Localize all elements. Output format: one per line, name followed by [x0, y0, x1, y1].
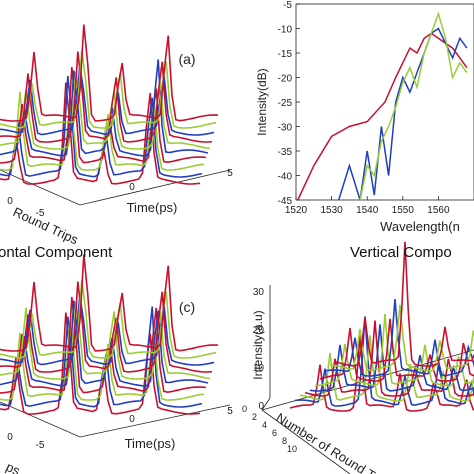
x-tick-label: 1520: [285, 205, 308, 216]
axis-frame: [0, 169, 231, 206]
series-line: [0, 295, 215, 366]
series-line: [0, 306, 203, 408]
y-tick-label: -40: [278, 172, 293, 183]
series-line: [0, 254, 219, 352]
depth-axis-label: Number of Round Trips: [273, 410, 395, 474]
y-tick-label: -10: [278, 25, 293, 36]
z-tick-label: 20: [253, 325, 265, 336]
y-axis-label: ps: [4, 459, 23, 474]
panel-label: (a): [178, 51, 195, 67]
y-tick-label: -35: [278, 147, 293, 158]
y-tick-label: 0: [7, 196, 13, 207]
y-tick-label: -15: [278, 49, 293, 60]
series-line: [297, 32, 468, 201]
series-line: [0, 49, 217, 129]
x-tick-label: -5: [36, 440, 45, 451]
x-tick-label: 5: [227, 406, 233, 417]
series-line: [0, 59, 209, 157]
depth-tick-label: 2: [252, 412, 257, 422]
series-line: [329, 304, 474, 372]
series-line: [319, 318, 474, 382]
x-tick-label: 5: [227, 168, 233, 179]
caption-vertical: Vertical Compo: [350, 244, 452, 261]
x-axis-label: Time(ps): [127, 200, 178, 215]
x-tick-label: 1550: [392, 205, 415, 216]
x-axis-label: Wavelength(n: [380, 219, 460, 234]
y-tick-label: -30: [278, 123, 293, 134]
series-line: [0, 279, 217, 359]
depth-tick-label: 0: [242, 404, 247, 414]
caption-horizontal: ontal Component: [0, 244, 113, 261]
x-axis-label: Time(ps): [125, 436, 176, 451]
x-tick-label: -5: [36, 208, 45, 219]
y-axis-label: Intensity(a.u): [251, 310, 265, 379]
x-tick-label: 1560: [427, 205, 450, 216]
panel-c-waterfall: (c) Time(ps) ps -5 0 5 0: [0, 254, 233, 474]
y-tick-label: 0: [7, 432, 13, 443]
panel-label: (c): [179, 299, 195, 315]
y-tick-label: -20: [278, 74, 293, 85]
series-line: [0, 91, 205, 171]
series-line: [299, 335, 474, 402]
x-tick-label: 1540: [356, 205, 379, 216]
series-line: [0, 65, 215, 136]
series-line: [289, 335, 474, 412]
x-tick-label: 0: [129, 182, 135, 193]
series-line: [324, 298, 474, 377]
depth-tick-label: 6: [272, 428, 277, 438]
depth-tick-label: 4: [262, 420, 267, 430]
series-line: [0, 51, 213, 143]
series-line: [359, 11, 468, 201]
series-line: [0, 296, 207, 394]
axis-frame: [0, 401, 231, 438]
depth-tick-label: 8: [282, 436, 287, 446]
series-line: [0, 322, 205, 401]
z-tick-label: 10: [253, 363, 265, 374]
series-line: [0, 281, 213, 373]
series-line: [0, 300, 209, 387]
series-line: [0, 66, 207, 164]
x-tick-label: 1530: [320, 205, 343, 216]
panel-a-waterfall: (a) Time(ps) Round Trips-5 0 5 0: [0, 24, 233, 248]
series-line: [309, 324, 474, 392]
z-tick-label: 0: [258, 401, 264, 412]
series-line: [0, 312, 201, 415]
series-line: [0, 71, 211, 150]
depth-tick-label: 10: [287, 444, 297, 454]
series-line: [0, 301, 211, 380]
y-tick-label: -5: [283, 0, 292, 11]
y-tick-label: -25: [278, 98, 293, 109]
series-line: [0, 82, 201, 185]
y-tick-label: -45: [278, 196, 293, 207]
series-line: [334, 241, 474, 367]
series-line: [0, 24, 219, 122]
series-line: [0, 75, 203, 178]
y-axis-label: Intensity(dB): [255, 68, 269, 135]
y-axis-label: Round Trips: [11, 204, 81, 247]
z-tick-label: 30: [253, 287, 265, 298]
x-tick-label: 0: [129, 414, 135, 425]
